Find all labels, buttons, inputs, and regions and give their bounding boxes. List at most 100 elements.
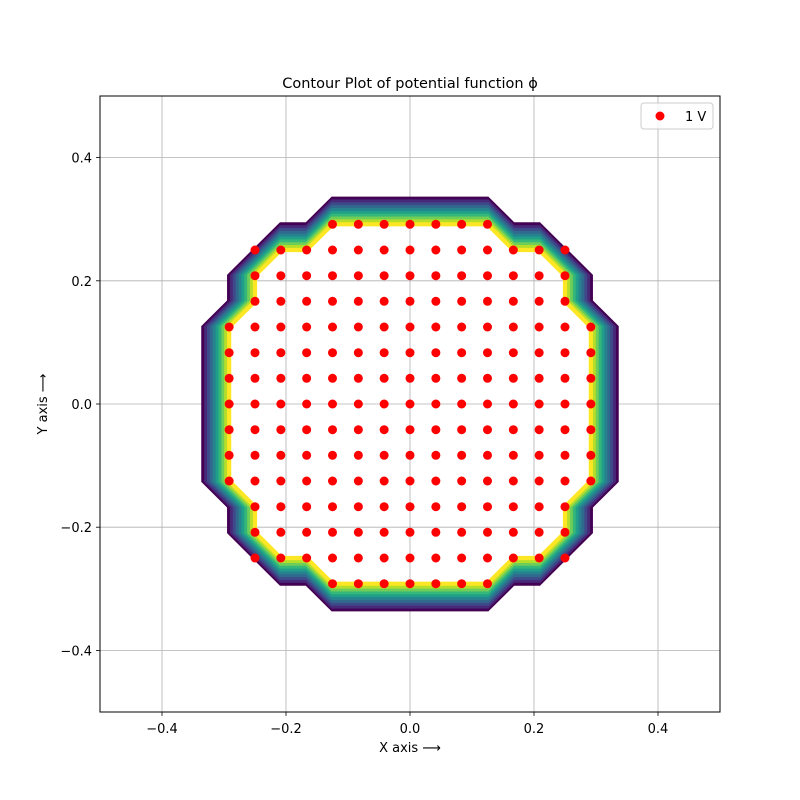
electrode-point <box>302 296 312 306</box>
electrode-point <box>250 245 260 255</box>
electrode-point <box>560 245 570 255</box>
electrode-point <box>328 245 337 255</box>
electrode-point <box>560 553 570 563</box>
electrode-point <box>353 373 363 383</box>
y-tick-label: 0.4 <box>71 152 92 167</box>
electrode-point <box>353 348 363 358</box>
electrode-point <box>276 348 286 358</box>
electrode-point <box>560 476 570 486</box>
electrode-point <box>379 399 389 409</box>
y-tick-label: −0.2 <box>60 521 92 536</box>
electrode-point <box>508 348 518 358</box>
electrode-point <box>353 553 363 563</box>
electrode-point <box>431 527 441 537</box>
electrode-point <box>302 450 312 460</box>
electrode-point <box>328 579 337 589</box>
electrode-point <box>302 245 312 255</box>
electrode-point <box>302 425 312 435</box>
electrode-point <box>353 322 363 332</box>
electrode-point <box>431 322 441 332</box>
electrode-point <box>276 296 286 306</box>
electrode-point <box>483 219 492 229</box>
electrode-point <box>483 425 492 435</box>
electrode-point <box>534 245 544 255</box>
electrode-point <box>508 553 518 563</box>
electrode-point <box>431 296 441 306</box>
electrode-point <box>560 373 570 383</box>
electrode-point <box>302 271 312 281</box>
electrode-point <box>353 425 363 435</box>
electrode-point <box>405 527 415 537</box>
electrode-point <box>534 450 544 460</box>
electrode-point <box>379 296 389 306</box>
electrode-point <box>379 348 389 358</box>
electrode-point <box>431 373 441 383</box>
electrode-point <box>431 450 441 460</box>
electrode-point <box>405 245 415 255</box>
electrode-point <box>224 322 234 332</box>
electrode-point <box>483 245 492 255</box>
electrode-point <box>379 373 389 383</box>
electrode-point <box>560 450 570 460</box>
electrode-point <box>457 373 467 383</box>
electrode-point <box>560 271 570 281</box>
electrode-point <box>483 348 492 358</box>
electrode-point <box>508 502 518 512</box>
electrode-point <box>379 219 389 229</box>
electrode-point <box>353 245 363 255</box>
electrode-point <box>534 553 544 563</box>
electrode-point <box>483 322 492 332</box>
electrode-point <box>457 553 467 563</box>
y-tick-label: 0.2 <box>71 275 92 290</box>
x-axis-ticks: −0.4 −0.2 0.0 0.2 0.4 <box>146 712 668 737</box>
electrode-point <box>508 373 518 383</box>
electrode-point <box>534 502 544 512</box>
electrode-point <box>405 219 415 229</box>
electrode-point <box>534 399 544 409</box>
electrode-point <box>328 399 337 409</box>
electrode-point <box>405 579 415 589</box>
electrode-point <box>250 373 260 383</box>
electrode-point <box>250 553 260 563</box>
electrode-point <box>560 296 570 306</box>
x-axis-label: X axis ⟶ <box>379 741 441 756</box>
electrode-point <box>534 425 544 435</box>
electrode-point <box>483 399 492 409</box>
electrode-point <box>560 348 570 358</box>
electrode-point <box>508 399 518 409</box>
electrode-point <box>379 553 389 563</box>
electrode-point <box>534 476 544 486</box>
electrode-point <box>534 322 544 332</box>
electrode-point <box>405 502 415 512</box>
electrode-point <box>328 476 337 486</box>
electrode-point <box>534 373 544 383</box>
electrode-point <box>457 348 467 358</box>
electrode-point <box>276 373 286 383</box>
electrode-point <box>250 527 260 537</box>
legend-marker <box>655 111 665 121</box>
electrode-point <box>250 296 260 306</box>
electrode-point <box>405 425 415 435</box>
electrode-point <box>431 399 441 409</box>
electrode-point <box>250 502 260 512</box>
electrode-point <box>405 399 415 409</box>
electrode-point <box>560 425 570 435</box>
electrode-point <box>508 527 518 537</box>
electrode-point <box>276 245 286 255</box>
electrode-point <box>302 527 312 537</box>
electrode-point <box>405 450 415 460</box>
electrode-point <box>302 502 312 512</box>
electrode-point <box>431 553 441 563</box>
electrode-point <box>353 296 363 306</box>
electrode-point <box>508 450 518 460</box>
electrode-point <box>379 271 389 281</box>
electrode-point <box>250 425 260 435</box>
electrode-point <box>586 399 596 409</box>
x-tick-label: 0.0 <box>400 722 421 737</box>
electrode-point <box>276 271 286 281</box>
electrode-point <box>276 527 286 537</box>
electrode-point <box>405 373 415 383</box>
electrode-point <box>379 502 389 512</box>
electrode-point <box>586 425 596 435</box>
